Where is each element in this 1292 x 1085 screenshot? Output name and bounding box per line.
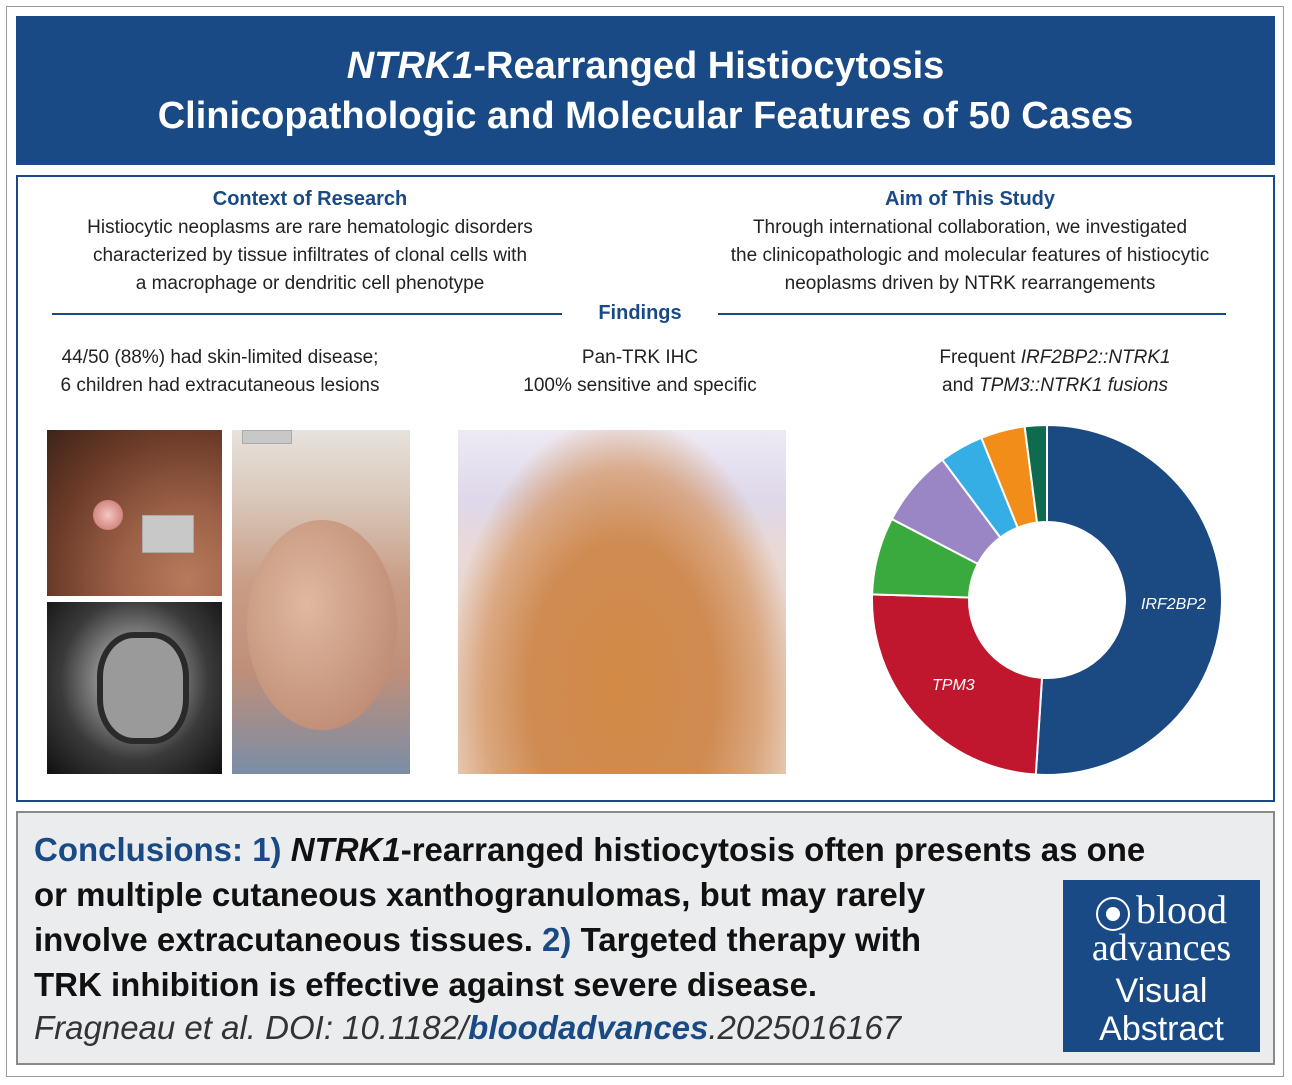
title-line-1: NTRK1-Rearranged Histiocytosis: [16, 41, 1275, 91]
finding-ihc-line: Pan-TRK IHC: [581, 347, 699, 368]
logo-line-3: Visual: [1115, 972, 1208, 1010]
findings-rule-left: [52, 313, 562, 315]
context-heading: Context of Research: [212, 188, 408, 210]
conclusion-text: -rearranged histiocytosis often presents…: [400, 831, 1146, 868]
donut-slice-other-6: [1023, 423, 1048, 524]
logo-line-4: Abstract: [1099, 1010, 1224, 1048]
conclusions-line: or multiple cutaneous xanthogranulomas, …: [34, 876, 926, 913]
lesion-nodule: [93, 500, 123, 530]
finding-skin: 44/50 (88%) had skin-limited disease; 6 …: [30, 344, 410, 400]
title-gene: NTRK1: [346, 44, 474, 87]
context-line: a macrophage or dendritic cell phenotype: [135, 273, 485, 294]
aim-heading: Aim of This Study: [885, 188, 1055, 210]
fusion-text: and: [942, 375, 979, 396]
ultrasound-structure: [97, 632, 189, 744]
logo-word: blood: [1135, 887, 1228, 932]
skin-lesion-photo: [47, 430, 222, 596]
ihc-stain-image: [458, 430, 786, 774]
fusion-text: Frequent: [939, 347, 1021, 368]
slice-label-irf2bp2: IRF2BP2: [1141, 596, 1206, 613]
aim-line: the clinicopathologic and molecular feat…: [730, 245, 1210, 266]
conclusion-text: involve extracutaneous tissues.: [34, 921, 533, 958]
redaction-box: [242, 430, 292, 444]
abstract-frame: [6, 6, 1284, 1077]
conclusion-number: 2): [542, 921, 572, 958]
findings-rule-right: [718, 313, 1226, 315]
logo-line-2: advances: [1091, 927, 1232, 969]
redaction-box: [142, 515, 194, 553]
finding-ihc-line: 100% sensitive and specific: [523, 375, 757, 396]
fusion-donut-chart: IRF2BP2 TPM3: [872, 423, 1224, 776]
finding-skin-line: 44/50 (88%) had skin-limited disease;: [61, 347, 379, 368]
context-line: characterized by tissue infiltrates of c…: [92, 245, 528, 266]
fusion-gene: IRF2BP2::NTRK1: [1020, 347, 1171, 368]
finding-fusions: Frequent IRF2BP2::NTRK1 and TPM3::NTRK1 …: [870, 344, 1240, 400]
journal-logo: blood advances Visual Abstract: [1063, 880, 1260, 1052]
finding-skin-line: 6 children had extracutaneous lesions: [60, 375, 380, 396]
seal-icon: [1095, 896, 1130, 931]
citation: Fragneau et al. DOI: 10.1182/bloodadvanc…: [34, 1009, 901, 1047]
finding-fusions-line: and TPM3::NTRK1 fusions: [870, 372, 1240, 400]
finding-fusions-line: Frequent IRF2BP2::NTRK1: [870, 344, 1240, 372]
conclusions-label: Conclusions:: [34, 831, 244, 868]
title-rest: -Rearranged Histiocytosis: [473, 44, 945, 87]
logo-line-1: blood: [1063, 886, 1260, 933]
conclusion-number: 1): [252, 831, 282, 868]
context-line: Histiocytic neoplasms are rare hematolog…: [87, 217, 533, 238]
conclusion-gene: NTRK1: [290, 831, 401, 868]
conclusions-line: TRK inhibition is effective against seve…: [34, 966, 818, 1003]
conclusions-line: involve extracutaneous tissues. 2) Targe…: [34, 917, 1274, 962]
citation-journal: bloodadvances: [468, 1009, 709, 1046]
aim-line: neoplasms driven by NTRK rearrangements: [784, 273, 1156, 294]
citation-prefix: Fragneau et al. DOI: 10.1182/: [34, 1009, 469, 1046]
conclusion-text: Targeted therapy with: [580, 921, 922, 958]
donut-slice-tpm3: [872, 593, 1044, 776]
ultrasound-image: [47, 602, 222, 774]
slice-label-tpm3: TPM3: [932, 677, 975, 694]
finding-ihc: Pan-TRK IHC 100% sensitive and specific: [470, 344, 810, 400]
citation-suffix: .2025016167: [708, 1009, 902, 1046]
findings-heading: Findings: [598, 302, 682, 324]
infant-photo: [232, 430, 410, 774]
context-text: Histiocytic neoplasms are rare hematolog…: [30, 214, 590, 298]
abdominal-mass: [247, 520, 397, 730]
title-banner: NTRK1-Rearranged Histiocytosis Clinicopa…: [16, 16, 1275, 165]
aim-text: Through international collaboration, we …: [660, 214, 1280, 298]
fusion-gene: TPM3::NTRK1 fusions: [978, 375, 1168, 396]
conclusions-line: Conclusions: 1) NTRK1-rearranged histioc…: [34, 827, 1274, 872]
conclusions-text: Conclusions: 1) NTRK1-rearranged histioc…: [34, 827, 1274, 1007]
aim-line: Through international collaboration, we …: [752, 217, 1188, 238]
donut-slice-irf2bp2: [1034, 423, 1224, 776]
title-line-2: Clinicopathologic and Molecular Features…: [157, 94, 1134, 137]
